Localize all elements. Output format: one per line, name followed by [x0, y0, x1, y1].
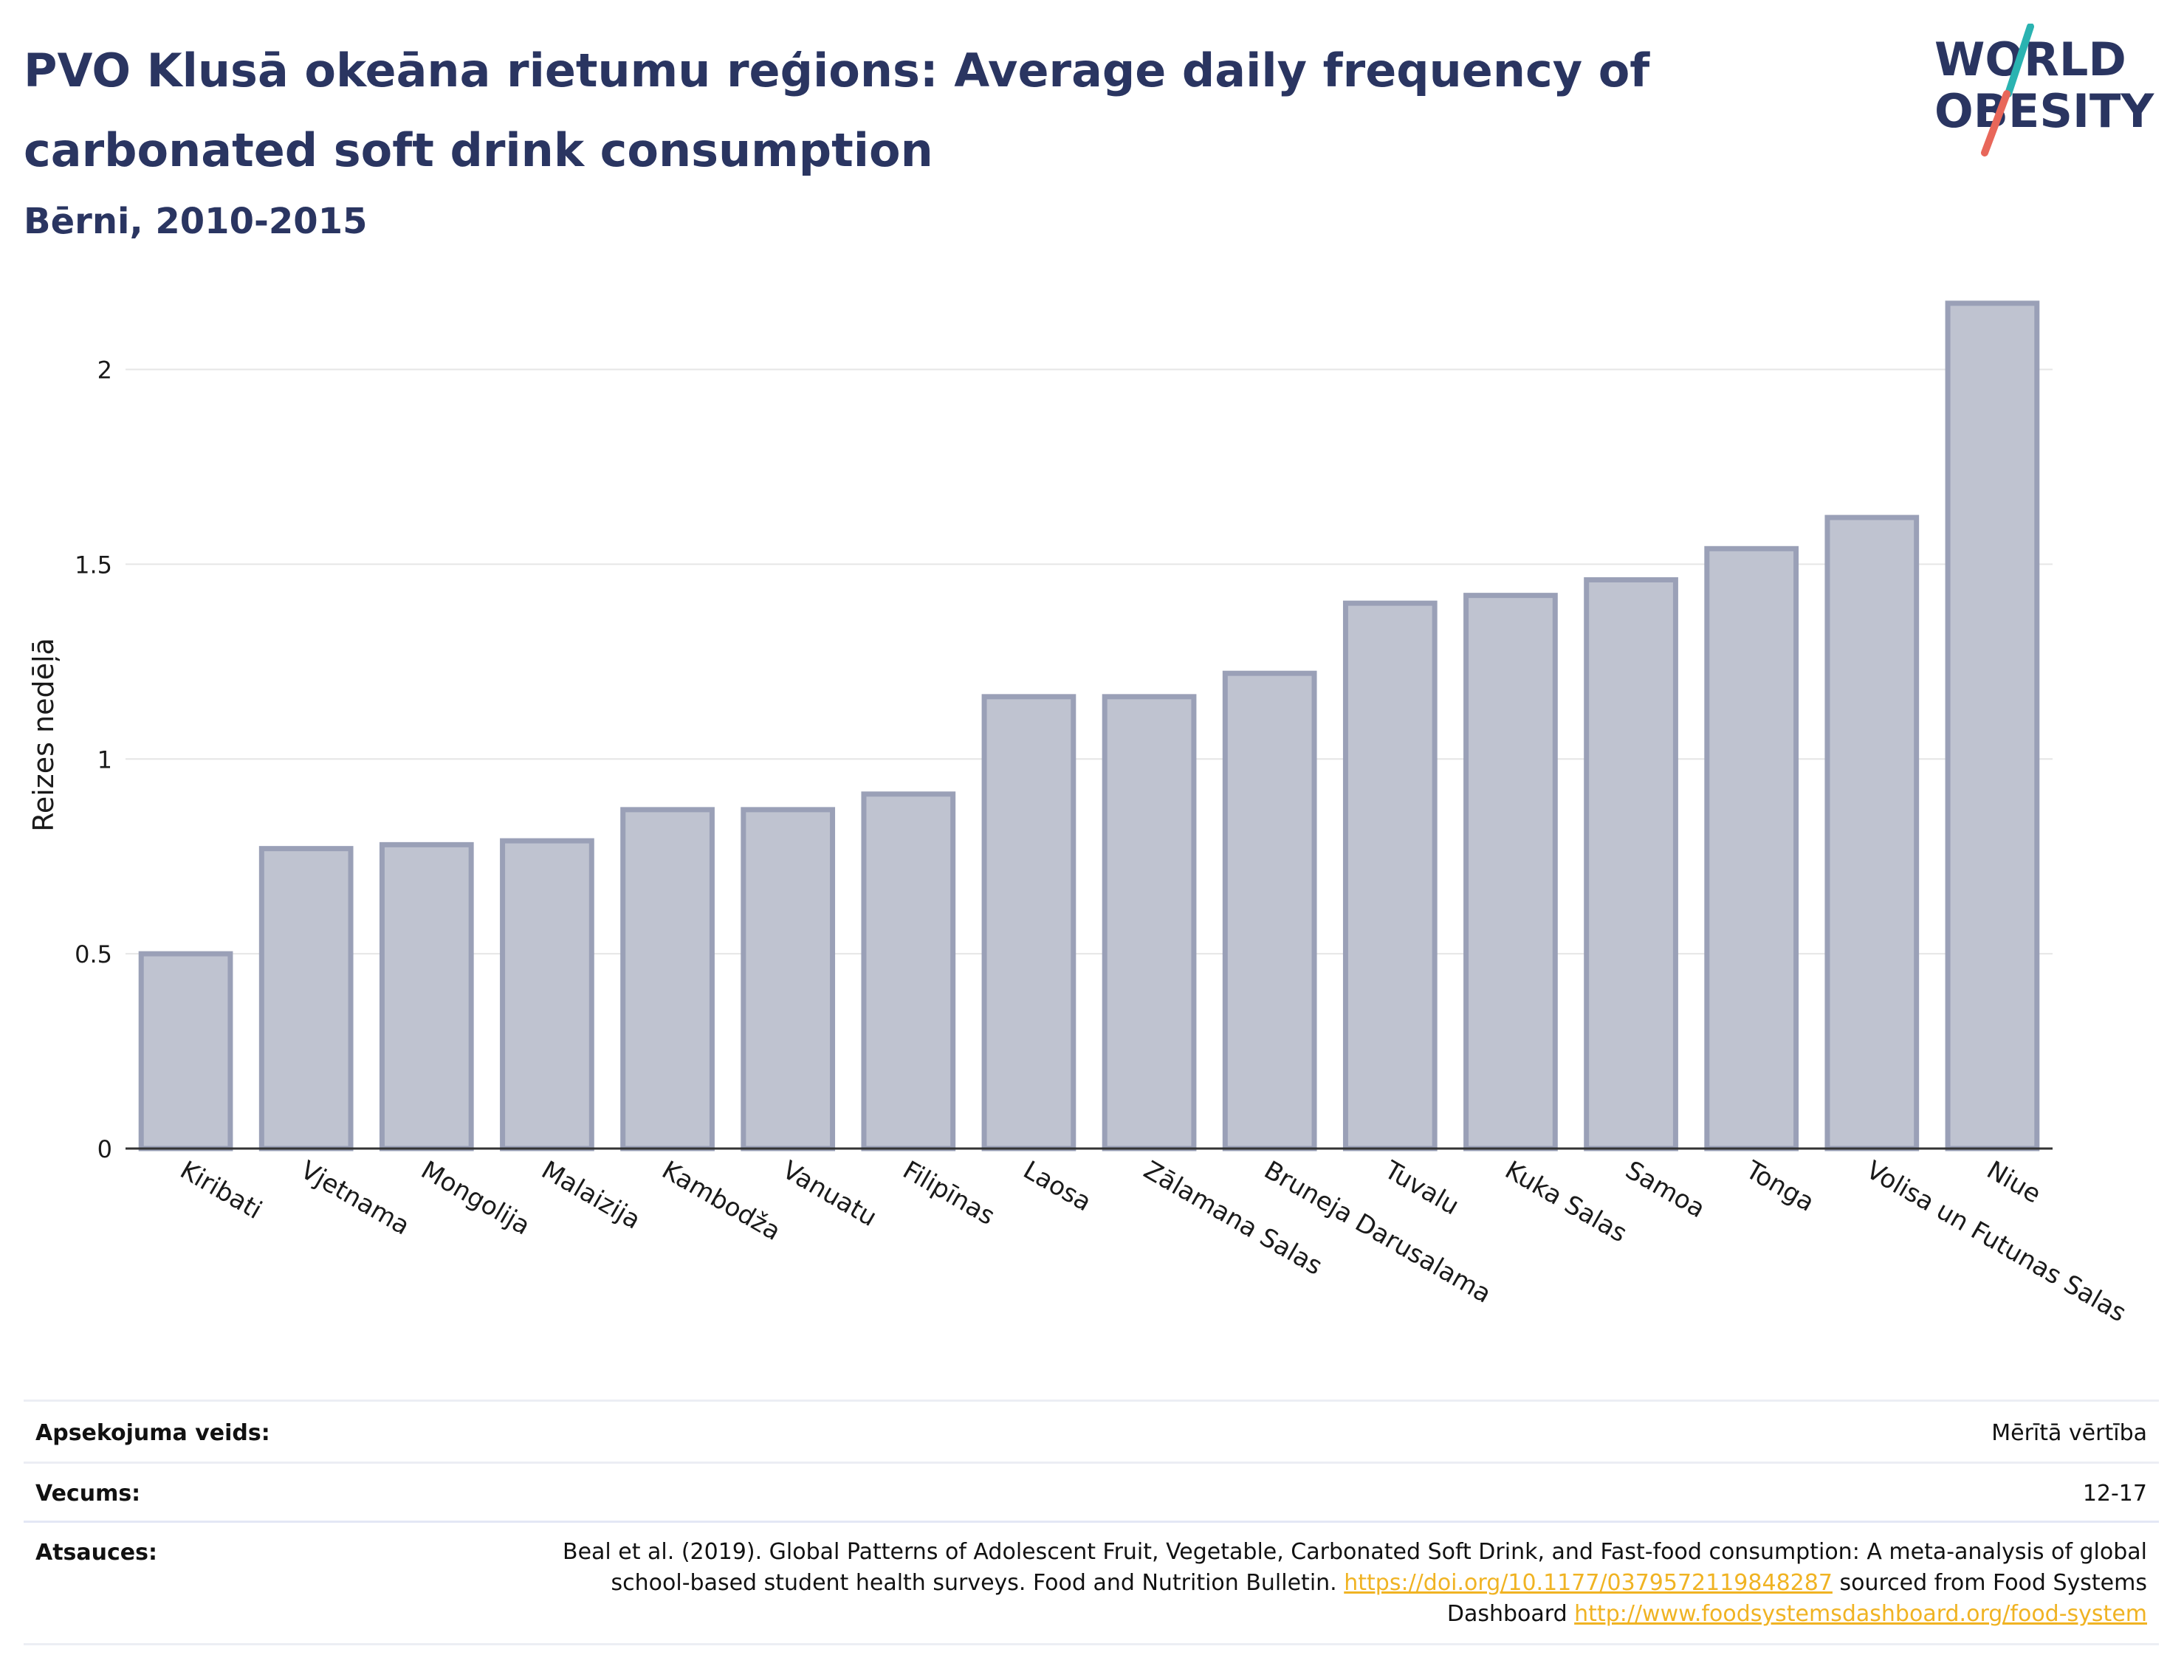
- sources-label: Atsauces:: [35, 1540, 157, 1566]
- y-tick-label: 0: [97, 1135, 112, 1163]
- meta-divider: [24, 1643, 2159, 1645]
- bar[interactable]: [1945, 300, 2040, 1151]
- bar[interactable]: [138, 951, 233, 1151]
- survey-type-label: Apsekojuma veids:: [35, 1420, 270, 1446]
- y-tick-labels: 0 0.5 1 1.5 2: [75, 357, 112, 1163]
- bar[interactable]: [258, 846, 354, 1151]
- logo-slash-coral: [1981, 90, 2010, 156]
- age-label: Vecums:: [35, 1481, 141, 1507]
- x-tick-label: Kiribati: [175, 1155, 267, 1225]
- x-tick-label: Mongolija: [416, 1155, 535, 1241]
- x-tick-label: Filipīnas: [898, 1155, 1000, 1231]
- bar[interactable]: [1222, 670, 1317, 1151]
- bars: [138, 300, 2040, 1151]
- x-tick-label: Bruneja Darusalama: [1259, 1155, 1496, 1309]
- survey-type-value: Mērītā vērtība: [1991, 1420, 2147, 1446]
- meta-row-age: Vecums: 12-17: [24, 1464, 2159, 1524]
- x-tick-label: Tonga: [1740, 1155, 1819, 1218]
- bar[interactable]: [1102, 694, 1197, 1151]
- x-tick-label: Niue: [1982, 1155, 2046, 1209]
- x-tick-label: Malaizija: [536, 1155, 645, 1235]
- y-tick-label: 0.5: [75, 940, 112, 968]
- age-value: 12-17: [2082, 1481, 2147, 1507]
- bar[interactable]: [620, 807, 715, 1151]
- sources-value: Beal et al. (2019). Global Patterns of A…: [523, 1537, 2147, 1630]
- meta-divider: [24, 1462, 2159, 1464]
- x-tick-label: Vanuatu: [777, 1155, 882, 1233]
- logo-text-line2: OBESITY: [1934, 84, 2154, 138]
- meta-row-survey: Apsekojuma veids: Mērītā vērtība: [24, 1402, 2159, 1462]
- y-tick-label: 1.5: [75, 551, 112, 579]
- bar[interactable]: [500, 838, 594, 1151]
- doi-link[interactable]: https://doi.org/10.1177/0379572119848287: [1344, 1570, 1833, 1596]
- meta-divider: [24, 1400, 2159, 1402]
- bar[interactable]: [741, 807, 836, 1151]
- sources-text-2: sourced from Food Systems Dashboard: [1446, 1570, 2147, 1627]
- sources-text-1: Beal et al. (2019). Global Patterns of A…: [562, 1539, 2147, 1596]
- world-obesity-logo: WORLD OBESITY: [1934, 24, 2154, 156]
- food-systems-dashboard-link[interactable]: http://www.foodsystemsdashboard.org/food…: [1574, 1601, 2147, 1627]
- bar[interactable]: [1584, 577, 1678, 1151]
- bar[interactable]: [981, 694, 1076, 1151]
- logo-text-line1: WORLD: [1934, 32, 2126, 86]
- chart-title: PVO Klusā okeāna rietumu reģions: Averag…: [24, 44, 1650, 177]
- meta-row-sources: Atsauces: Beal et al. (2019). Global Pat…: [24, 1524, 2159, 1642]
- x-tick-label: Tuvalu: [1378, 1155, 1463, 1222]
- y-tick-label: 2: [97, 357, 112, 385]
- bar[interactable]: [1824, 514, 1920, 1151]
- x-tick-label: Vjetnama: [295, 1155, 414, 1241]
- x-tick-label: Kuka Salas: [1500, 1155, 1632, 1248]
- x-tick-label: Kambodža: [657, 1155, 786, 1247]
- chart-subtitle: Bērni, 2010-2015: [24, 201, 368, 242]
- bar[interactable]: [861, 791, 956, 1151]
- meta-divider: [24, 1521, 2159, 1523]
- logo-slash-teal: [2005, 24, 2034, 97]
- bar[interactable]: [1342, 600, 1438, 1151]
- bar[interactable]: [1463, 593, 1558, 1151]
- y-tick-label: 1: [97, 746, 112, 774]
- y-axis-label: Reizes nedēļā: [27, 638, 60, 832]
- bar-chart: 0 0.5 1 1.5 2 Kiribati Vjetnama Mongolija Malai…: [27, 300, 2131, 1329]
- x-tick-labels: Kiribati Vjetnama Mongolija Malaizija Kambod…: [175, 1155, 2131, 1329]
- x-tick-label: Samoa: [1621, 1155, 1710, 1224]
- x-tick-label: Laosa: [1018, 1155, 1096, 1217]
- bar[interactable]: [379, 841, 474, 1151]
- bar[interactable]: [1704, 545, 1799, 1151]
